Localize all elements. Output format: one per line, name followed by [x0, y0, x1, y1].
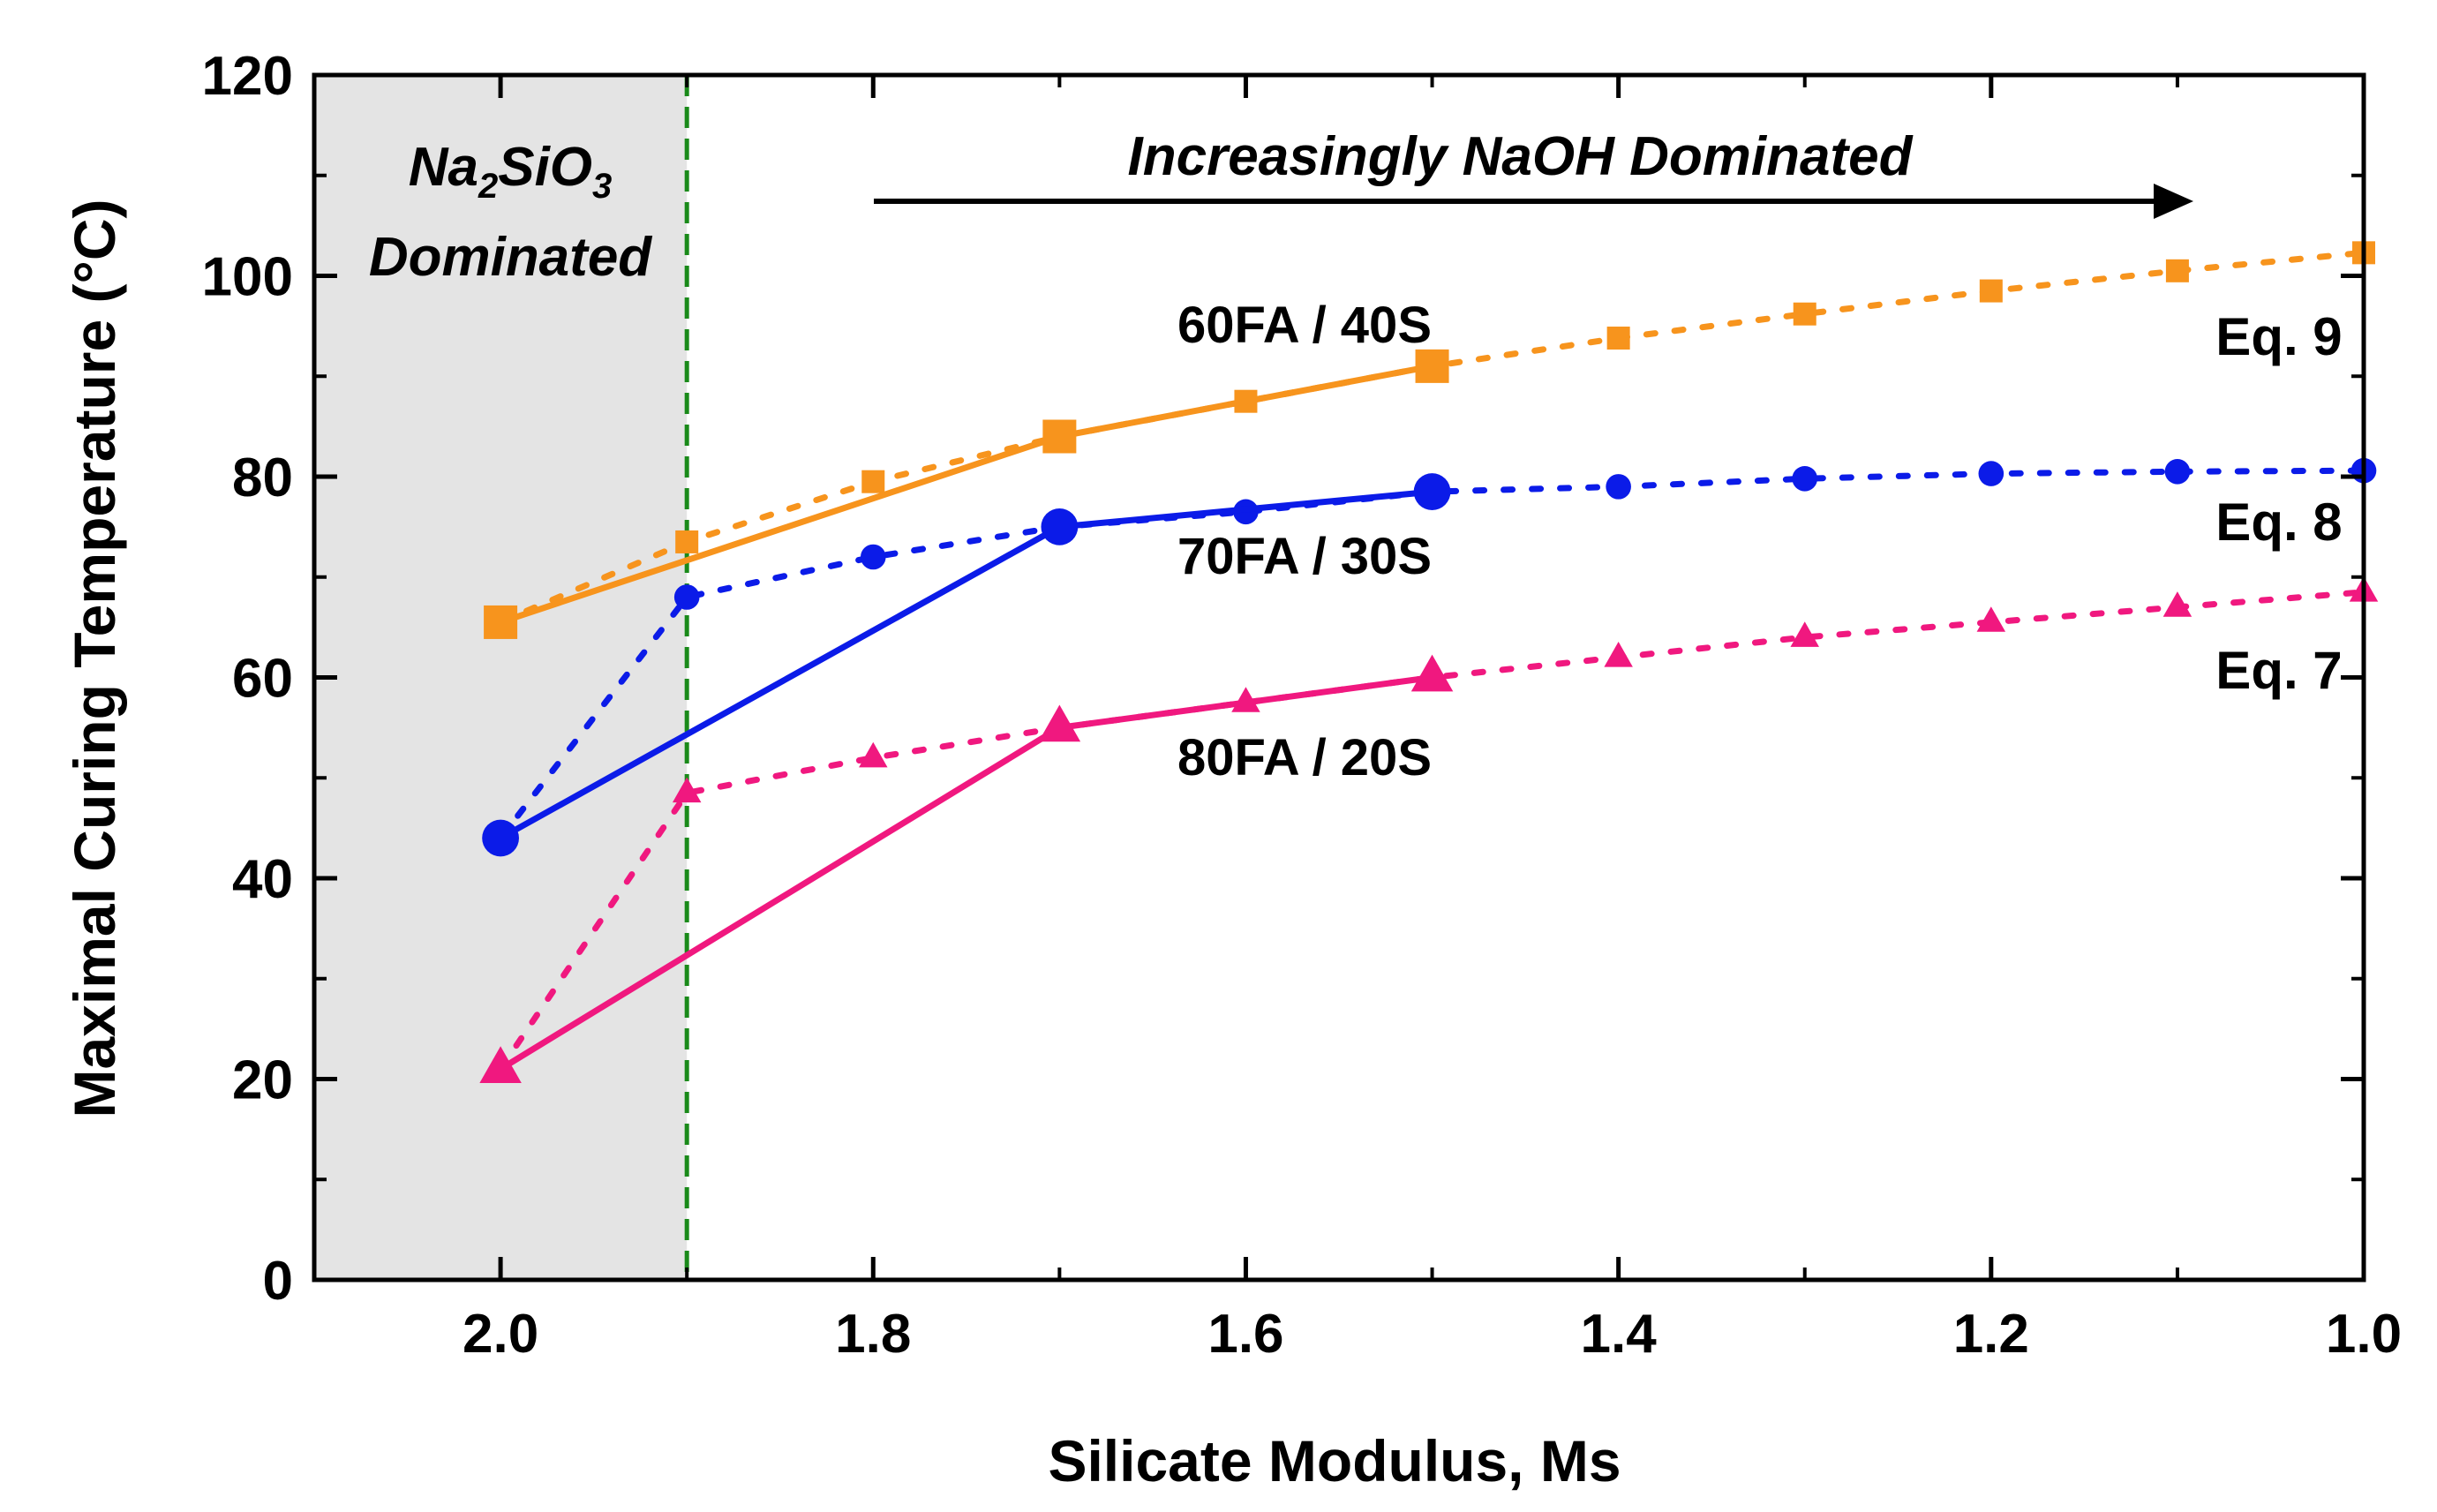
series-point-eq-7 [1604, 642, 1633, 667]
series-line-eq-8 [497, 467, 2367, 841]
series-point-eq-7 [1976, 606, 2006, 632]
x-axis-title: Silicate Modulus, Ms [1048, 1428, 1621, 1493]
y-tick-labels: 0 20 40 60 80 100 120 [202, 46, 293, 1312]
series-line-eq-7 [497, 589, 2367, 1072]
na2sio3-dominated-label: Dominated [369, 227, 652, 288]
series-point-60fa-40s [1415, 349, 1449, 383]
series-point-eq-7 [672, 777, 702, 803]
series-point-eq-8 [673, 584, 700, 610]
series-label-60fa-40s: 60FA / 40S [1177, 297, 1432, 354]
x-tick-label: 1.8 [835, 1304, 911, 1365]
series-point-eq-8 [1606, 474, 1631, 500]
series-point-eq-8 [2164, 459, 2191, 485]
x-tick-labels: 2.0 1.8 1.6 1.4 1.2 1.0 [463, 1304, 2402, 1365]
naoh-arrow [874, 184, 2193, 219]
naoh-dominated-label: Increasingly NaOH Dominated [1128, 126, 1914, 187]
y-tick-label: 80 [232, 448, 293, 508]
na2sio3-label: Na2SiO3 [409, 137, 613, 206]
series-label-80fa-20s: 80FA / 20S [1177, 729, 1432, 786]
ticks-layer [312, 72, 2366, 1283]
series-point-70fa-30s [482, 819, 519, 857]
eq7-label: Eq. 7 [2215, 641, 2342, 700]
y-tick-label: 40 [232, 849, 293, 910]
series-point-eq-7 [859, 741, 888, 768]
x-tick-label: 1.4 [1581, 1304, 1658, 1365]
series-point-70fa-30s [1413, 473, 1451, 510]
series-point-eq-8 [860, 544, 886, 570]
y-axis-title: Maximal Curing Temperature (°C) [62, 199, 127, 1117]
na2sio3-label-sub2: 3 [592, 167, 612, 206]
series-point-eq-7 [1790, 621, 1819, 647]
series-point-eq-9 [1606, 327, 1630, 350]
x-tick-label: 1.6 [1207, 1304, 1283, 1365]
y-tick-label: 100 [202, 247, 293, 308]
x-tick-label: 1.2 [1953, 1304, 2029, 1365]
series-layer [479, 241, 2379, 1084]
series-point-60fa-40s [1042, 419, 1077, 454]
series-point-70fa-30s [1041, 508, 1079, 545]
na2sio3-label-sub1: 2 [478, 167, 498, 206]
series-point-eq-9 [1979, 279, 2003, 303]
series-point-60fa-40s [484, 605, 518, 639]
x-tick-label: 1.0 [2326, 1304, 2402, 1365]
y-tick-label: 20 [232, 1050, 293, 1111]
series-point-80fa-20s [479, 1046, 522, 1084]
eq9-label: Eq. 9 [2215, 307, 2342, 366]
y-tick-label: 0 [263, 1251, 293, 1312]
na2sio3-label-sio: SiO [498, 137, 592, 198]
series-point-eq-9 [861, 470, 885, 493]
x-tick-label: 2.0 [463, 1304, 538, 1365]
series-point-eq-9 [1793, 302, 1816, 326]
series-label-70fa-30s: 70FA / 30S [1177, 528, 1432, 585]
series-point-eq-7 [2162, 591, 2193, 617]
series-point-80fa-20s [1038, 704, 1081, 742]
y-tick-label: 120 [202, 46, 293, 107]
series-point-eq-9 [675, 530, 699, 553]
naoh-arrow-head [2154, 184, 2193, 219]
series-point-eq-8 [1978, 461, 2005, 486]
series-point-eq-9 [2165, 259, 2189, 282]
series-point-eq-8 [1792, 465, 1818, 492]
na2sio3-label-na: Na [409, 137, 478, 198]
y-tick-label: 60 [232, 649, 293, 710]
eq8-label: Eq. 8 [2215, 493, 2342, 552]
series-point-80fa-20s [1410, 654, 1454, 692]
series-line-eq-9 [497, 249, 2367, 626]
